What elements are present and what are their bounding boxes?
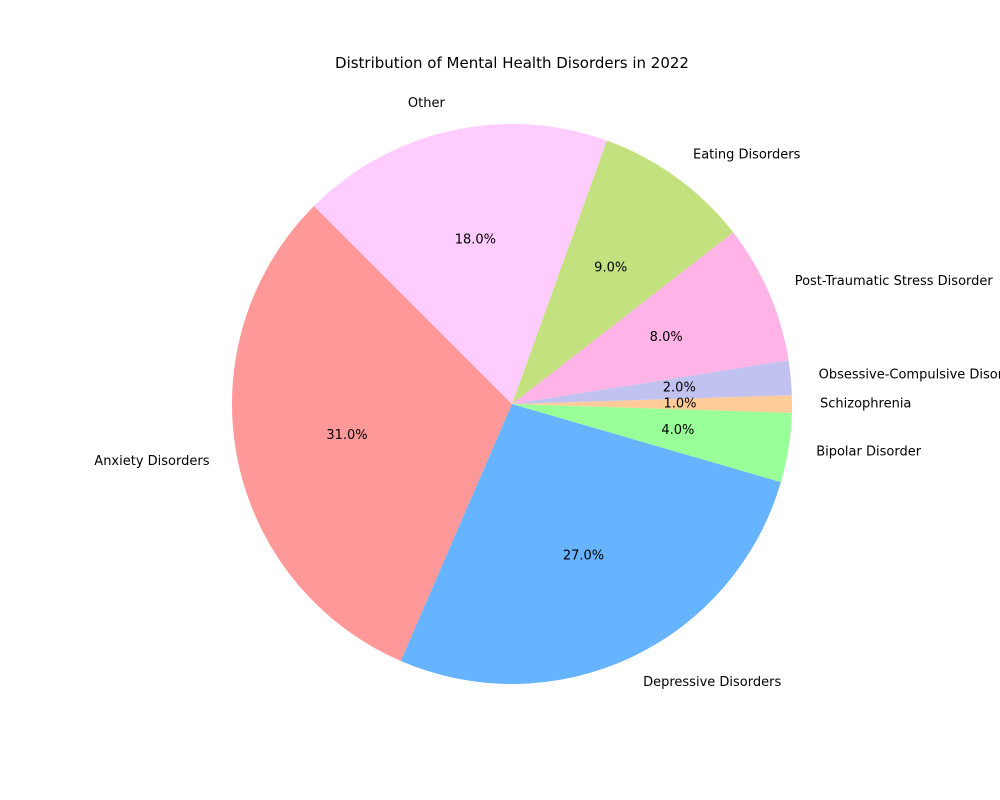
pie-slice-depressive-disorders: [400, 404, 781, 684]
pie-slice-obsessive-compulsive-disorder: [512, 360, 792, 404]
slice-label-bipolar-disorder: Bipolar Disorder: [816, 445, 922, 460]
pie-slice-bipolar-disorder: [512, 404, 792, 483]
slice-label-post-traumatic-stress-disorder: Post-Traumatic Stress Disorder: [795, 274, 994, 289]
slice-percent-post-traumatic-stress-disorder: 8.0%: [650, 330, 683, 345]
slice-label-other: Other: [408, 96, 446, 111]
pie-slices: [232, 123, 792, 684]
slice-percent-bipolar-disorder: 4.0%: [661, 423, 694, 438]
pie-slice-anxiety-disorders: [232, 206, 513, 661]
pie-percent-labels: 31.0% 27.0% 4.0% 1.0%2.0% 8.0% 9.0% 18.0%: [326, 233, 696, 564]
slice-percent-obsessive-compulsive-disorder: 2.0%: [663, 381, 696, 396]
slice-label-depressive-disorders: Depressive Disorders: [643, 675, 781, 690]
slice-percent-anxiety-disorders: 31.0%: [326, 428, 367, 443]
pie-slice-schizophrenia: [512, 395, 792, 413]
slice-label-obsessive-compulsive-disorder: Obsessive-Compulsive Disorder: [819, 368, 1000, 383]
pie-slice-eating-disorders: [512, 140, 734, 405]
slice-percent-depressive-disorders: 27.0%: [563, 549, 604, 564]
slice-label-schizophrenia: Schizophrenia: [820, 397, 911, 412]
pie-slice-post-traumatic-stress-disorder: [512, 232, 789, 404]
pie-labels: Anxiety Disorders Depressive Disorders Bip…: [94, 96, 1000, 690]
slice-percent-schizophrenia: 1.0%: [663, 397, 696, 412]
slice-percent-other: 18.0%: [455, 233, 496, 248]
slice-label-anxiety-disorders: Anxiety Disorders: [94, 454, 209, 469]
slice-label-eating-disorders: Eating Disorders: [693, 147, 801, 162]
slice-percent-eating-disorders: 9.0%: [594, 261, 627, 276]
pie-slice-other: [314, 123, 607, 404]
chart-title: Distribution of Mental Health Disorders …: [335, 54, 689, 72]
